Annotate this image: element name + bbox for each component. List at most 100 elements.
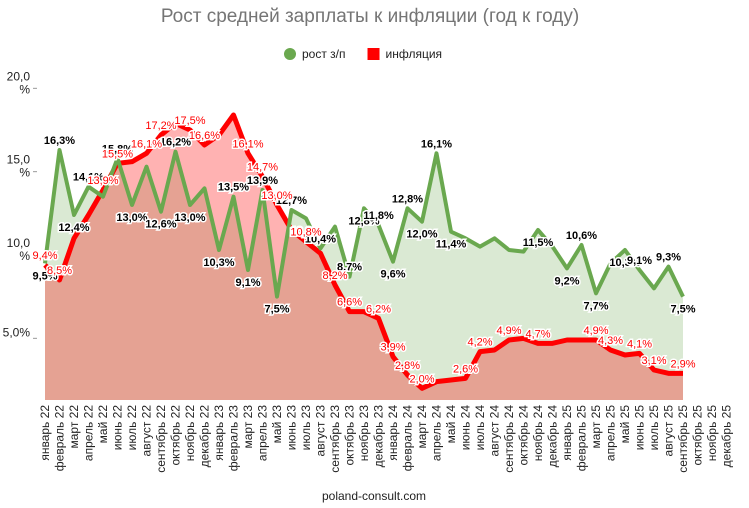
y-tick-label: 20,0% [7,69,31,96]
x-tick-label: сентябрь 23 [328,405,342,473]
data-label: 7,5% [670,304,695,316]
data-label: 10,8% [290,227,321,239]
data-label: 10,6% [566,230,597,242]
data-label: 2,0% [409,373,434,385]
legend: рост з/п инфляция [284,47,442,61]
x-tick-label: август 23 [314,405,328,457]
x-tick-label: июнь 24 [459,405,473,451]
x-tick-label: сентябрь 22 [154,405,168,473]
x-tick-label: декабрь 25 [720,405,734,468]
data-label: 9,4% [32,250,57,262]
data-label: 12,8% [348,215,379,227]
data-label: 12,8% [392,193,423,205]
x-tick-label: январь 24 [386,405,400,461]
data-label: 3,9% [380,342,405,354]
x-tick-label: март 23 [241,405,255,449]
x-tick-label: июнь 25 [633,405,647,451]
legend-swatch [284,48,296,60]
data-label: 9,1% [627,255,652,267]
data-label: 6,6% [337,297,362,309]
data-label: 15,8% [102,143,133,155]
data-label: 14,1% [73,172,104,184]
x-tick-label: июнь 23 [285,405,299,451]
data-label: 7,7% [583,300,608,312]
data-label: 2,9% [670,358,695,370]
data-label: 16,6% [189,130,220,142]
data-label: 11,8% [363,210,394,222]
x-tick-label: август 24 [488,405,502,457]
data-label: 12,0% [406,229,437,241]
data-label: 16,1% [131,138,162,150]
legend-label: инфляция [386,47,443,61]
x-tick-label: июль 22 [125,405,139,451]
x-tick-label: май 25 [618,405,632,444]
data-label: 16,1% [421,138,452,150]
data-label: 9,3% [656,252,681,264]
data-label: 2,6% [453,363,478,375]
line [43,148,685,299]
x-tick-label: январь 22 [38,405,52,461]
x-tick-label: май 24 [444,405,458,444]
x-tick-label: октябрь 25 [691,405,705,466]
x-tick-label: июль 25 [647,405,661,451]
data-label: 17,5% [174,115,205,127]
data-label: 10,3% [203,257,234,269]
x-tick-label: май 22 [96,405,110,444]
data-label: 13,5% [218,182,249,194]
data-label: 13,0% [261,190,292,202]
x-tick-label: октябрь 24 [517,405,531,466]
x-tick-label: декабрь 24 [546,405,560,468]
data-label: 6,2% [366,303,391,315]
x-tick-label: апрель 23 [256,405,270,461]
data-label: 4,9% [496,325,521,337]
data-label: 12,6% [145,219,176,231]
x-tick-label: март 22 [67,405,81,449]
data-label: 4,3% [598,335,623,347]
x-tick-label: ноябрь 22 [183,405,197,462]
data-label: 11,5% [523,237,554,249]
data-label: 16,2% [160,137,191,149]
data-label: 14,7% [247,162,278,174]
chart-title: Рост средней зарплаты к инфляции (год к … [161,6,579,27]
data-label: 8,5% [47,265,72,277]
data-label: 15,5% [102,148,133,160]
data-label: 12,7% [276,195,307,207]
data-label: 9,1% [235,277,260,289]
x-tick-label: январь 23 [212,405,226,461]
y-tick-label: 10,0% [7,236,31,263]
data-label: 16,3% [44,135,75,147]
data-label: 17,2% [145,120,176,132]
data-label: 13,0% [116,212,147,224]
data-label: 3,1% [641,355,666,367]
line [43,112,683,391]
x-tick-label: май 23 [270,405,284,444]
x-tick-label: август 22 [140,405,154,457]
x-tick-label: июль 23 [299,405,313,451]
x-tick-label: декабрь 23 [372,405,386,468]
data-label: 10,4% [305,233,336,245]
data-label: 11,4% [436,239,467,251]
x-tick-label: февраль 25 [575,405,589,472]
x-tick-label: ноябрь 23 [357,405,371,462]
x-tick-label: февраль 23 [227,405,241,472]
legend-swatch [367,48,380,60]
data-label: 12,4% [58,222,89,234]
x-tick-label: март 24 [415,405,429,449]
data-label: 9,6% [380,269,405,281]
data-label: 9,2% [554,275,579,287]
x-tick-label: сентябрь 25 [676,405,690,473]
data-label: 7,5% [264,304,289,316]
x-tick-label: декабрь 22 [198,405,212,468]
data-label: 10,3% [609,257,640,269]
data-label: 8,2% [322,270,347,282]
x-tick-label: октябрь 23 [343,405,357,466]
x-tick-label: февраль 24 [401,405,415,472]
x-tick-label: март 25 [589,405,603,449]
data-label: 13,9% [87,175,118,187]
x-tick-label: январь 25 [560,405,574,461]
data-label: 4,7% [525,328,550,340]
y-tick-label: 15,0% [7,153,31,180]
x-tick-label: ноябрь 24 [531,405,545,462]
x-tick-label: июль 24 [473,405,487,451]
